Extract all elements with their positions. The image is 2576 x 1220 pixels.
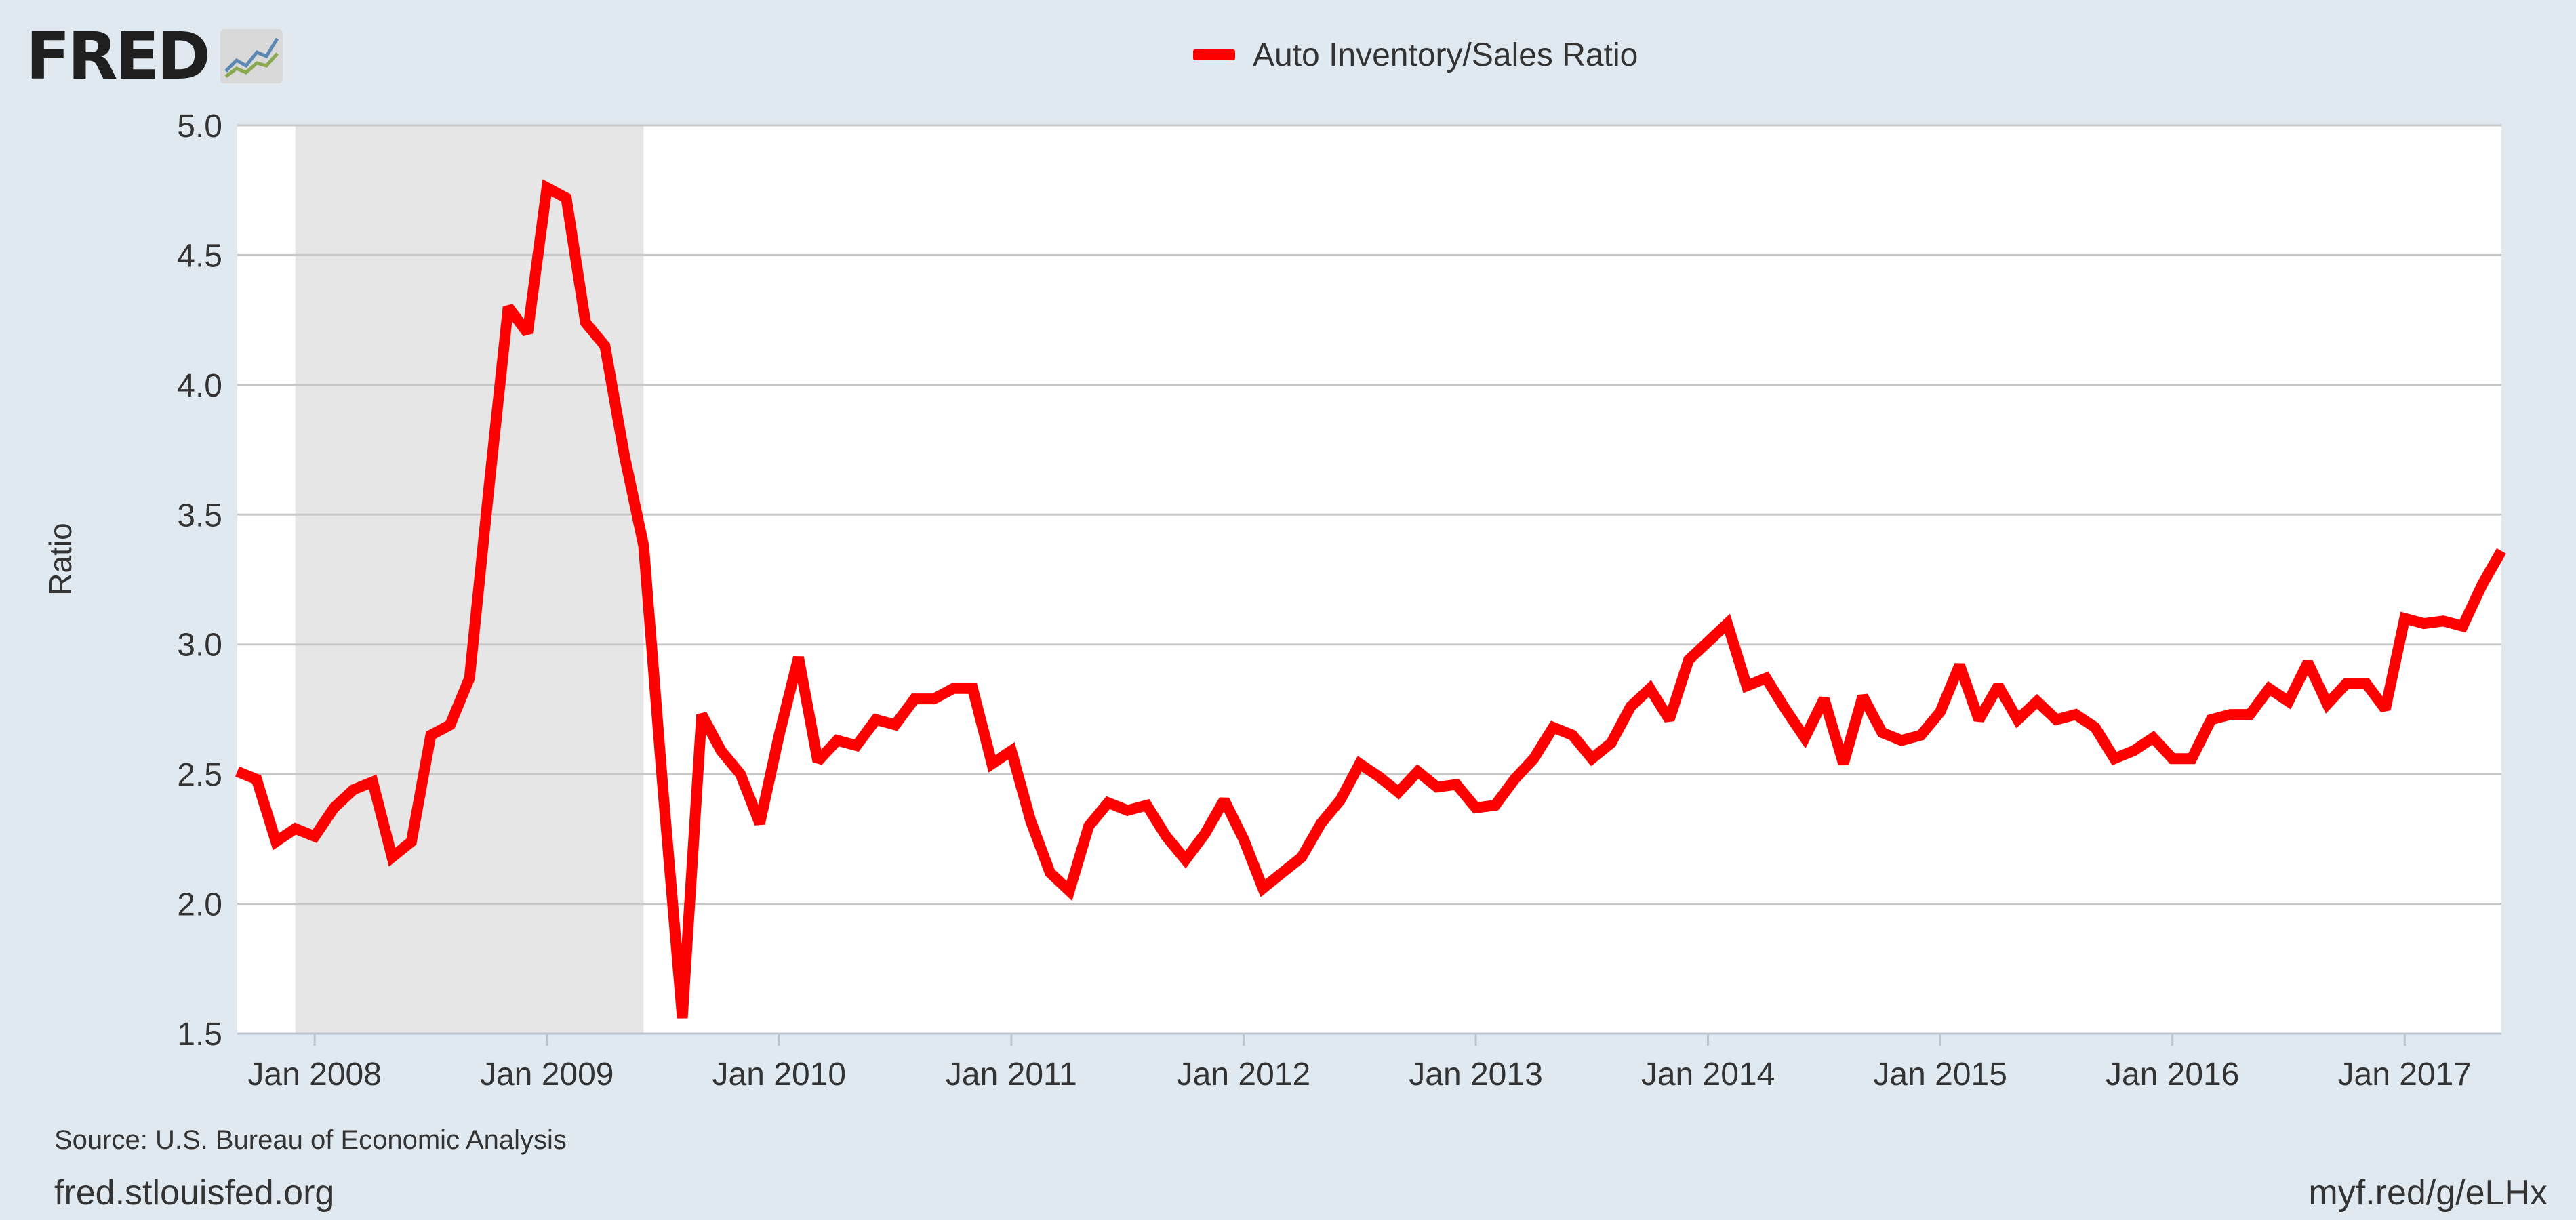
y-tick-label: 4.5 (177, 238, 222, 274)
short-link[interactable]: myf.red/g/eLHx (2308, 1173, 2548, 1213)
y-axis: 1.5 2.0 2.5 3.0 3.5 4.0 4.5 5.0 (177, 108, 222, 1053)
y-tick-label: 4.0 (177, 368, 222, 404)
site-link[interactable]: fred.stlouisfed.org (54, 1173, 335, 1213)
x-tick-label: Jan 2015 (1873, 1057, 2007, 1093)
x-tick-label: Jan 2014 (1641, 1057, 1775, 1093)
series-line-auto-inventory-sales-ratio (235, 179, 2506, 1019)
y-tick-label: 1.5 (177, 1017, 222, 1053)
x-tick-label: Jan 2012 (1177, 1057, 1311, 1093)
y-tick-label: 2.0 (177, 887, 222, 923)
fred-logo[interactable]: FRED (26, 19, 283, 94)
recession-shading (295, 125, 644, 1034)
legend-series-label: Auto Inventory/Sales Ratio (1253, 37, 1638, 73)
y-tick-label: 2.5 (177, 757, 222, 793)
x-tick-label: Jan 2016 (2106, 1057, 2240, 1093)
x-tick-label: Jan 2010 (712, 1057, 847, 1093)
fred-chart-logo-icon (220, 29, 283, 83)
legend-series-swatch (1193, 49, 1235, 60)
source-note: Source: U.S. Bureau of Economic Analysis (54, 1125, 567, 1155)
y-tick-label: 3.5 (177, 497, 222, 533)
x-tick-label: Jan 2011 (946, 1057, 1077, 1093)
y-axis-title: Ratio (43, 523, 78, 595)
y-tick-label: 3.0 (177, 628, 222, 664)
chart-legend: Auto Inventory/Sales Ratio (1193, 31, 1638, 79)
x-tick-label: Jan 2009 (480, 1057, 614, 1093)
x-tick-label: Jan 2017 (2338, 1057, 2472, 1093)
x-tick-label: Jan 2008 (247, 1057, 382, 1093)
x-tick-label: Jan 2013 (1409, 1057, 1543, 1093)
y-tick-label: 5.0 (177, 108, 222, 144)
fred-logo-text: FRED (26, 18, 211, 94)
x-axis: Jan 2008 Jan 2009 Jan 2010 Jan 2011 Jan 2012… (237, 1032, 2501, 1093)
